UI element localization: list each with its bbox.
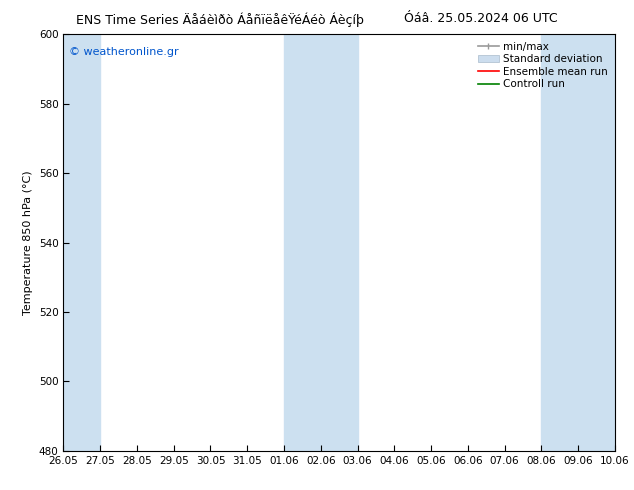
Bar	[63, 34, 100, 451]
Text: ENS Time Series Äåáèìðò ÁåñïëåêŸéÁéò Áèçíþ: ENS Time Series Äåáèìðò ÁåñïëåêŸéÁéò Áèç…	[76, 12, 364, 27]
Y-axis label: Temperature 850 hPa (°C): Temperature 850 hPa (°C)	[23, 170, 33, 315]
Bar	[541, 34, 615, 451]
Text: © weatheronline.gr: © weatheronline.gr	[69, 47, 179, 57]
Legend: min/max, Standard deviation, Ensemble mean run, Controll run: min/max, Standard deviation, Ensemble me…	[476, 40, 610, 92]
Bar	[284, 34, 358, 451]
Text: Óáâ. 25.05.2024 06 UTC: Óáâ. 25.05.2024 06 UTC	[404, 12, 558, 25]
